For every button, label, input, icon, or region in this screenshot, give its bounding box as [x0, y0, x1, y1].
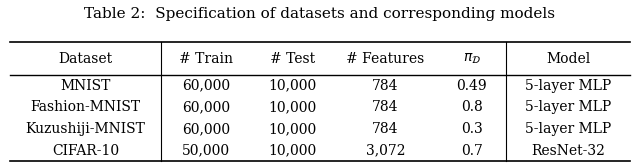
- Text: 0.49: 0.49: [456, 79, 487, 93]
- Text: 10,000: 10,000: [268, 122, 317, 136]
- Text: MNIST: MNIST: [60, 79, 111, 93]
- Text: 60,000: 60,000: [182, 100, 230, 114]
- Text: Dataset: Dataset: [58, 52, 113, 66]
- Text: CIFAR-10: CIFAR-10: [52, 144, 119, 158]
- Text: 784: 784: [372, 79, 399, 93]
- Text: $\pi_{\mathcal{D}}$: $\pi_{\mathcal{D}}$: [463, 52, 481, 66]
- Text: Model: Model: [546, 52, 591, 66]
- Text: # Features: # Features: [346, 52, 425, 66]
- Text: 3,072: 3,072: [366, 144, 405, 158]
- Text: Fashion-MNIST: Fashion-MNIST: [31, 100, 141, 114]
- Text: 0.7: 0.7: [461, 144, 483, 158]
- Text: 784: 784: [372, 100, 399, 114]
- Text: Kuzushiji-MNIST: Kuzushiji-MNIST: [26, 122, 145, 136]
- Text: 10,000: 10,000: [268, 144, 317, 158]
- Text: 60,000: 60,000: [182, 122, 230, 136]
- Text: 5-layer MLP: 5-layer MLP: [525, 79, 611, 93]
- Text: # Train: # Train: [179, 52, 233, 66]
- Text: Table 2:  Specification of datasets and corresponding models: Table 2: Specification of datasets and c…: [84, 7, 556, 21]
- Text: 10,000: 10,000: [268, 100, 317, 114]
- Text: ResNet-32: ResNet-32: [531, 144, 605, 158]
- Text: 0.3: 0.3: [461, 122, 483, 136]
- Text: 10,000: 10,000: [268, 79, 317, 93]
- Text: 5-layer MLP: 5-layer MLP: [525, 122, 611, 136]
- Text: # Test: # Test: [270, 52, 315, 66]
- Text: 5-layer MLP: 5-layer MLP: [525, 100, 611, 114]
- Text: 50,000: 50,000: [182, 144, 230, 158]
- Text: 784: 784: [372, 122, 399, 136]
- Text: 60,000: 60,000: [182, 79, 230, 93]
- Text: 0.8: 0.8: [461, 100, 483, 114]
